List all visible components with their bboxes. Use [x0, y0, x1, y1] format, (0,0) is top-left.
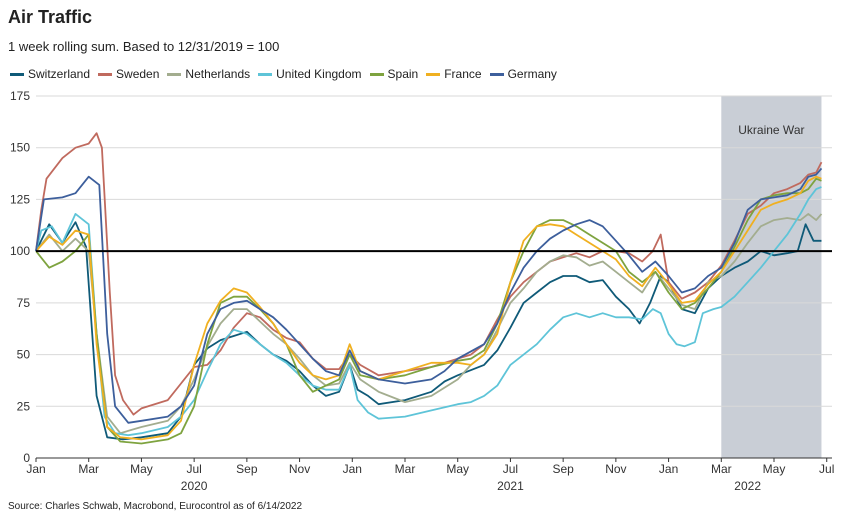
series-line-france — [35, 175, 822, 441]
legend-swatch — [167, 72, 182, 76]
y-tick-label: 150 — [10, 141, 30, 155]
x-tick-label: May — [763, 462, 786, 476]
legend-item-sweden[interactable]: Sweden — [98, 67, 159, 81]
legend-label: France — [444, 67, 482, 81]
x-tick-label: Jan — [26, 462, 45, 476]
legend-label: Sweden — [116, 67, 160, 81]
series-line-united-kingdom — [35, 186, 822, 437]
series-line-netherlands — [35, 213, 823, 435]
y-tick-label: 75 — [17, 296, 31, 310]
x-tick-label: Nov — [289, 462, 310, 476]
x-tick-label: Jul — [186, 462, 201, 476]
legend-label: Netherlands — [185, 67, 251, 81]
legend-label: Spain — [387, 67, 419, 81]
legend-item-spain[interactable]: Spain — [369, 67, 419, 81]
x-tick-label: Jul — [819, 462, 834, 476]
year-label: 2021 — [497, 479, 524, 493]
legend-item-united-kingdom[interactable]: United Kingdom — [258, 67, 362, 81]
x-tick-label: Sep — [236, 462, 258, 476]
x-tick-label: Nov — [605, 462, 626, 476]
x-tick-label: Jul — [503, 462, 518, 476]
legend-swatch — [369, 72, 384, 76]
series-line-sweden — [35, 132, 823, 416]
annotation-band — [721, 96, 822, 458]
legend-swatch — [98, 72, 113, 76]
x-tick-label: Jan — [659, 462, 678, 476]
x-tick-label: May — [446, 462, 469, 476]
x-tick-label: Mar — [78, 462, 99, 476]
x-tick-label: Mar — [711, 462, 732, 476]
y-tick-label: 25 — [17, 399, 31, 413]
legend-swatch — [10, 72, 24, 76]
legend-item-france[interactable]: France — [426, 67, 482, 81]
series-line-spain — [35, 177, 822, 445]
chart-subtitle: 1 week rolling sum. Based to 12/31/2019 … — [8, 39, 280, 54]
legend-swatch — [258, 72, 273, 76]
source-note: Source: Charles Schwab, Macrobond, Euroc… — [8, 501, 303, 512]
y-tick-label: 125 — [10, 192, 30, 206]
year-label: 2022 — [734, 479, 761, 493]
x-tick-label: Jan — [343, 462, 362, 476]
x-tick-label: Sep — [552, 462, 574, 476]
legend-swatch — [426, 72, 441, 76]
y-tick-label: 100 — [10, 244, 30, 258]
legend-swatch — [489, 72, 504, 76]
series-line-germany — [35, 167, 823, 424]
legend-item-netherlands[interactable]: Netherlands — [167, 67, 250, 81]
x-tick-label: May — [130, 462, 153, 476]
chart-title: Air Traffic — [8, 7, 93, 27]
legend-label: United Kingdom — [276, 67, 362, 81]
year-label: 2020 — [181, 479, 208, 493]
y-tick-label: 50 — [17, 348, 31, 362]
legend-item-germany[interactable]: Germany — [489, 67, 557, 81]
legend-label: Switzerland — [28, 67, 91, 81]
y-tick-label: 0 — [23, 451, 30, 465]
series-line-switzerland — [35, 221, 822, 441]
chart-legend: Switzerland Sweden Netherlands United Ki… — [10, 67, 557, 81]
legend-item-switzerland[interactable]: Switzerland — [10, 67, 90, 81]
y-tick-label: 175 — [10, 89, 30, 103]
annotation-label: Ukraine War — [738, 123, 804, 137]
legend-label: Germany — [507, 67, 557, 81]
x-tick-label: Mar — [395, 462, 416, 476]
